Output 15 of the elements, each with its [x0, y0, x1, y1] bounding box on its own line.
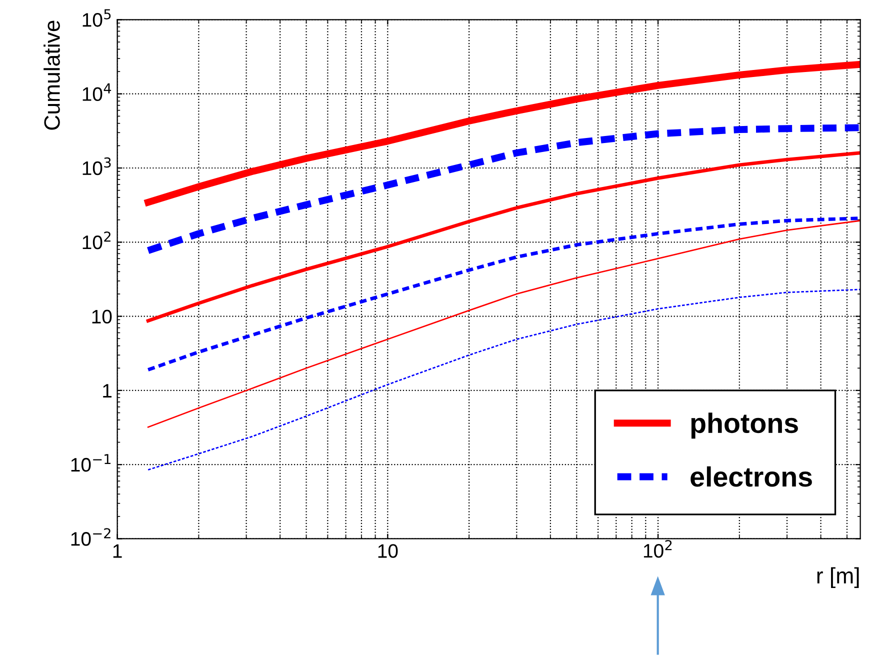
y-tick-label: 10$^{−1}$ [71, 454, 110, 472]
legend-label: electrons [690, 466, 812, 487]
legend-label: photons [691, 412, 798, 439]
x-tick-label: 10 [378, 544, 398, 558]
y-axis-title: Cumulative [44, 20, 60, 130]
y-tick-label: 10$^{4}$ [82, 83, 112, 101]
x-tick-label: 10$^{2}$ [644, 540, 672, 558]
y-tick-label: 10$^{−2}$ [71, 528, 110, 546]
y-tick-label: 10$^{3}$ [82, 157, 111, 176]
y-tick-label: 1 [103, 384, 112, 398]
x-tick-label: 1 [113, 544, 122, 558]
y-tick-label: 10 [92, 310, 112, 324]
y-tick-label: 10$^{5}$ [82, 9, 111, 27]
y-tick-label: 10$^{2}$ [82, 232, 110, 250]
x-axis-title: r [m] [817, 567, 859, 588]
